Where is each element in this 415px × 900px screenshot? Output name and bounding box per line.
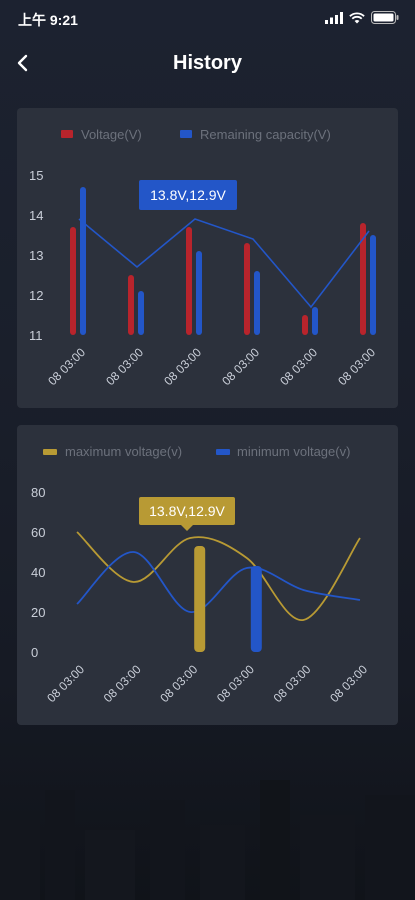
- bar-capacity: [196, 251, 202, 335]
- status-icons: [325, 11, 399, 24]
- legend-label-capacity: Remaining capacity(V): [200, 127, 331, 142]
- tooltip-text: 13.8V,12.9V: [149, 503, 225, 519]
- bar-voltage: [360, 223, 366, 335]
- y-tick-label: 40: [31, 565, 45, 580]
- tooltip-pointer: [181, 525, 193, 531]
- bar-capacity: [312, 307, 318, 335]
- bar-capacity: [138, 291, 144, 335]
- x-tick-label: 08 03:00: [327, 662, 370, 705]
- highlight-bar: [250, 566, 262, 652]
- legend-swatch-voltage: [61, 130, 73, 138]
- tooltip-box: [139, 497, 235, 525]
- x-tick-label: 08 03:00: [219, 345, 262, 388]
- y-tick-label: 60: [31, 525, 45, 540]
- y-tick-label: 20: [31, 605, 45, 620]
- bar-capacity: [254, 271, 260, 335]
- tooltip-text: 13.8V,12.9V: [150, 187, 226, 203]
- legend-label-min-voltage: minimum voltage(v): [237, 444, 350, 459]
- back-button[interactable]: [8, 48, 38, 78]
- max-min-voltage-chart-card: maximum voltage(v) minimum voltage(v) 80 60…: [17, 425, 398, 725]
- legend-label-max-voltage: maximum voltage(v): [65, 444, 182, 459]
- x-tick-label: 08 03:00: [45, 345, 88, 388]
- voltage-capacity-chart-card: Voltage(V) Remaining capacity(V) 15 14 13 12 1…: [17, 108, 398, 408]
- line-min-voltage: [76, 551, 361, 613]
- page-title: History: [173, 52, 242, 74]
- signal-icon: [325, 11, 343, 24]
- max-min-voltage-chart: maximum voltage(v) minimum voltage(v) 80 60…: [31, 444, 370, 705]
- chevron-left-icon: [17, 54, 28, 72]
- status-time: 上午 9:21: [18, 12, 78, 28]
- city-background: [0, 780, 415, 900]
- bar-capacity: [80, 187, 86, 335]
- x-tick-label: 08 03:00: [101, 662, 144, 705]
- highlight-bar: [194, 546, 206, 652]
- y-tick-label: 14: [29, 208, 43, 223]
- x-tick-label: 08 03:00: [103, 345, 146, 388]
- nav-bar: History: [0, 40, 415, 86]
- tooltip-box: [139, 180, 237, 210]
- y-tick-label: 80: [31, 485, 45, 500]
- battery-icon: [371, 11, 399, 24]
- y-tick-label: 0: [31, 645, 38, 660]
- line-capacity-trend: [78, 218, 370, 309]
- y-tick-label: 15: [29, 168, 43, 183]
- x-tick-label: 08 03:00: [161, 345, 204, 388]
- y-tick-label: 13: [29, 248, 43, 263]
- x-tick-label: 08 03:00: [157, 662, 200, 705]
- x-tick-label: 08 03:00: [214, 662, 257, 705]
- legend-swatch-max-voltage: [43, 449, 57, 455]
- line-max-voltage: [76, 531, 361, 621]
- x-tick-label: 08 03:00: [335, 345, 378, 388]
- bar-voltage: [128, 275, 134, 335]
- bar-voltage: [244, 243, 250, 335]
- legend-swatch-min-voltage: [216, 449, 230, 455]
- wifi-icon: [349, 11, 365, 23]
- bar-capacity: [370, 235, 376, 335]
- bar-voltage: [186, 227, 192, 335]
- status-bar: 上午 9:21: [0, 0, 415, 38]
- bar-voltage: [302, 315, 308, 335]
- x-tick-label: 08 03:00: [271, 662, 314, 705]
- bar-voltage: [70, 227, 76, 335]
- legend-label-voltage: Voltage(V): [81, 127, 142, 142]
- x-tick-label: 08 03:00: [44, 662, 87, 705]
- x-tick-label: 08 03:00: [277, 345, 320, 388]
- legend-swatch-capacity: [180, 130, 192, 138]
- y-tick-label: 11: [29, 328, 43, 343]
- voltage-capacity-chart: Voltage(V) Remaining capacity(V) 15 14 13 12 1…: [29, 127, 378, 388]
- y-tick-label: 12: [29, 288, 43, 303]
